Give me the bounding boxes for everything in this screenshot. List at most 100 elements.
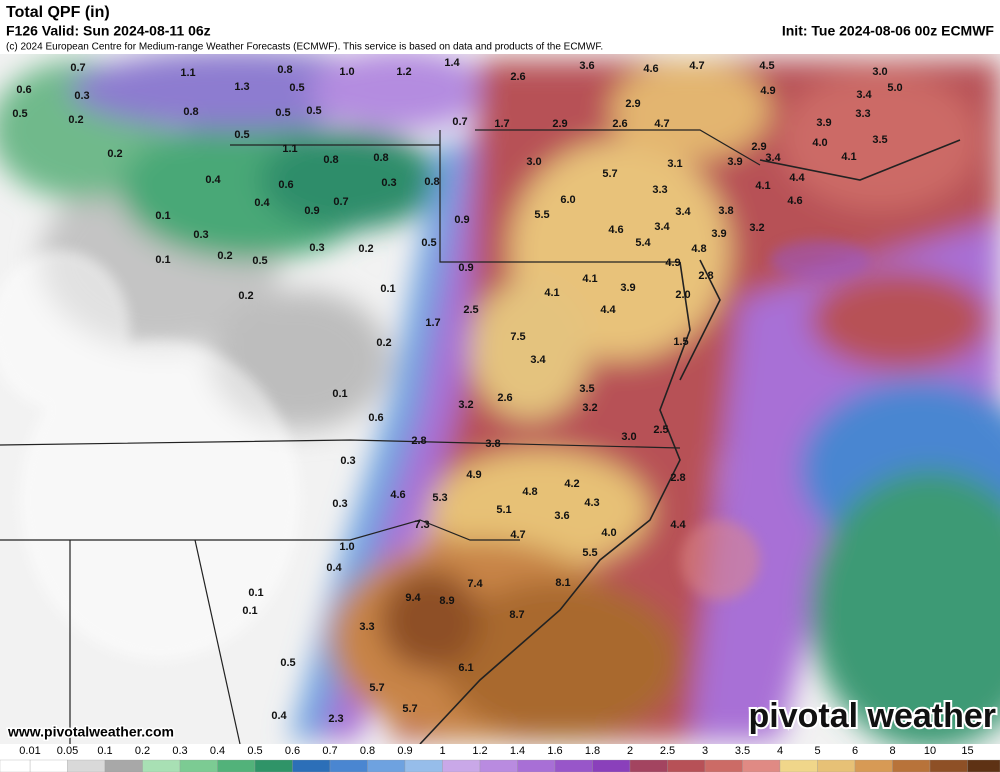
colorbar-swatch — [367, 759, 406, 772]
qpf-label: 0.2 — [238, 290, 253, 302]
qpf-label: 5.5 — [534, 209, 549, 221]
qpf-label: 0.7 — [70, 62, 85, 74]
qpf-label: 4.1 — [755, 180, 770, 192]
qpf-label: 7.4 — [467, 578, 483, 590]
qpf-label: 2.8 — [698, 270, 713, 282]
qpf-label: 0.5 — [234, 129, 249, 141]
colorbar: 0.01 0.05 0.1 0.2 0.3 0.4 0.5 0.6 0.7 0.8 0.9 1 1.2 1… — [0, 745, 1000, 772]
colorbar-swatch — [779, 759, 818, 772]
qpf-label: 0.3 — [74, 90, 89, 102]
qpf-label: 4.3 — [584, 497, 599, 509]
colorbar-label: 15 — [961, 745, 973, 757]
qpf-label: 2.8 — [670, 472, 685, 484]
qpf-label: 0.4 — [271, 710, 287, 722]
colorbar-label: 0.4 — [210, 745, 225, 757]
qpf-label: 0.3 — [340, 455, 355, 467]
colorbar-swatch — [479, 759, 518, 772]
colorbar-swatch — [517, 759, 556, 772]
colorbar-swatch — [104, 759, 143, 772]
qpf-label: 8.9 — [439, 595, 454, 607]
qpf-label: 0.9 — [304, 205, 319, 217]
qpf-label: 4.7 — [689, 60, 704, 72]
qpf-label: 3.9 — [816, 117, 831, 129]
qpf-label: 4.0 — [601, 527, 616, 539]
colorbar-label: 0.8 — [360, 745, 375, 757]
qpf-label: 3.8 — [718, 205, 733, 217]
qpf-label: 4.9 — [760, 85, 775, 97]
qpf-label: 3.8 — [485, 438, 500, 450]
qpf-label: 3.4 — [856, 89, 872, 101]
qpf-label: 4.0 — [812, 137, 827, 149]
colorbar-label: 0.01 — [19, 745, 40, 757]
qpf-label: 0.8 — [277, 64, 292, 76]
colorbar-label: 4 — [777, 745, 783, 757]
qpf-label: 2.9 — [552, 118, 567, 130]
colorbar-swatch — [742, 759, 781, 772]
qpf-label: 0.9 — [454, 214, 469, 226]
qpf-label: 4.9 — [665, 257, 680, 269]
colorbar-label: 0.9 — [397, 745, 412, 757]
qpf-label: 0.5 — [275, 107, 290, 119]
qpf-label: 0.5 — [280, 657, 295, 669]
qpf-label: 3.1 — [667, 158, 682, 170]
precip-detail — [0, 240, 870, 660]
qpf-label: 4.1 — [544, 287, 559, 299]
qpf-label: 1.3 — [234, 81, 249, 93]
qpf-label: 4.1 — [582, 273, 597, 285]
colorbar-label: 1.8 — [585, 745, 600, 757]
header-background — [0, 0, 1000, 54]
qpf-label: 3.2 — [749, 222, 764, 234]
qpf-label: 5.4 — [635, 237, 651, 249]
qpf-label: 3.4 — [530, 354, 546, 366]
qpf-label: 0.8 — [183, 106, 198, 118]
qpf-label: 5.5 — [582, 547, 597, 559]
colorbar-swatch — [892, 759, 931, 772]
qpf-label: 4.1 — [841, 151, 856, 163]
qpf-label: 0.5 — [289, 82, 304, 94]
colorbar-label: 3.5 — [735, 745, 750, 757]
qpf-label: 2.5 — [463, 304, 478, 316]
qpf-label: 5.7 — [602, 168, 617, 180]
qpf-label: 4.7 — [654, 118, 669, 130]
qpf-label: 4.8 — [691, 243, 706, 255]
colorbar-label: 2 — [627, 745, 633, 757]
colorbar-swatch — [929, 759, 968, 772]
qpf-label: 7.3 — [414, 519, 429, 531]
qpf-label: 3.6 — [579, 60, 594, 72]
colorbar-swatch — [967, 759, 1000, 772]
colorbar-label: 1.6 — [547, 745, 562, 757]
qpf-label: 0.3 — [193, 229, 208, 241]
qpf-label: 4.2 — [564, 478, 579, 490]
qpf-label: 0.5 — [306, 105, 321, 117]
colorbar-swatch — [629, 759, 668, 772]
qpf-label: 4.7 — [510, 529, 525, 541]
qpf-label: 3.4 — [675, 206, 691, 218]
qpf-label: 3.3 — [359, 621, 374, 633]
colorbar-swatch — [704, 759, 743, 772]
qpf-label: 8.7 — [509, 609, 524, 621]
qpf-label: 3.9 — [711, 228, 726, 240]
qpf-label: 1.4 — [444, 57, 460, 69]
qpf-label: 0.6 — [368, 412, 383, 424]
colorbar-label: 0.2 — [135, 745, 150, 757]
qpf-label: 4.4 — [600, 304, 616, 316]
qpf-label: 0.6 — [16, 84, 31, 96]
colorbar-swatch — [854, 759, 893, 772]
qpf-label: 3.2 — [582, 402, 597, 414]
qpf-label: 3.0 — [526, 156, 541, 168]
qpf-label: 0.4 — [326, 562, 342, 574]
qpf-label: 0.8 — [373, 152, 388, 164]
colorbar-swatch — [817, 759, 856, 772]
qpf-label: 0.3 — [309, 242, 324, 254]
qpf-label: 0.2 — [68, 114, 83, 126]
precip-field — [0, 54, 1000, 744]
map — [0, 54, 1000, 744]
colorbar-swatch — [554, 759, 593, 772]
colorbar-label: 0.3 — [172, 745, 187, 757]
colorbar-swatch — [179, 759, 218, 772]
init-time: Init: Tue 2024-08-06 00z ECMWF — [782, 23, 995, 39]
qpf-label: 4.6 — [787, 195, 802, 207]
logo: pivotal weather — [748, 697, 996, 735]
qpf-label: 0.2 — [107, 148, 122, 160]
website: www.pivotalweather.com — [7, 724, 174, 740]
